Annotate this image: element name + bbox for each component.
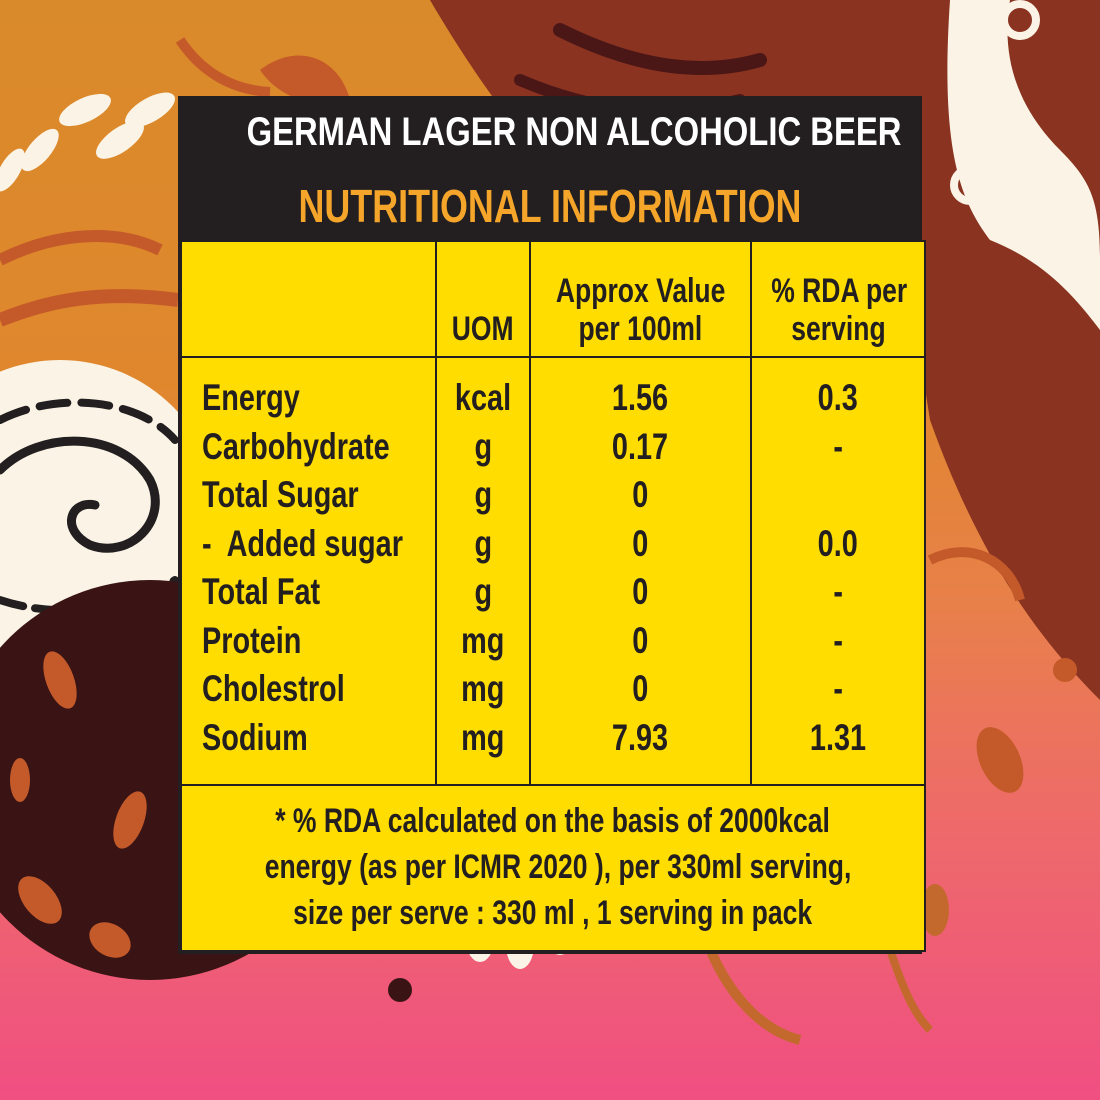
approx-value: 0.17 bbox=[612, 425, 669, 467]
title-block: GERMAN LAGER NON ALCOHOLIC BEER NUTRITIO… bbox=[180, 98, 920, 240]
header-uom: UOM bbox=[435, 240, 531, 358]
nutrient-name: Total Fat bbox=[202, 571, 321, 612]
section-subtitle: NUTRITIONAL INFORMATION bbox=[298, 180, 802, 232]
nutrition-table: UOM Approx Value per 100ml % RDA per ser… bbox=[180, 240, 926, 952]
nutrient-name: Energy bbox=[202, 377, 300, 418]
uom-value: g bbox=[474, 474, 492, 515]
uom-value: mg bbox=[461, 619, 505, 661]
wheat-icon bbox=[0, 92, 175, 192]
uom-value: g bbox=[474, 522, 492, 564]
approx-value: 0 bbox=[632, 522, 649, 564]
uom-value: mg bbox=[461, 668, 505, 709]
table-header-row: UOM Approx Value per 100ml % RDA per ser… bbox=[180, 240, 926, 358]
value-column: 1.56 0.17 0 0 0 0 0 7.93 bbox=[529, 356, 752, 786]
nutrient-name: Cholestrol bbox=[202, 668, 345, 709]
header-rda: % RDA per serving bbox=[750, 240, 926, 358]
nutrient-name: - Added sugar bbox=[202, 522, 403, 564]
approx-value: 0 bbox=[632, 668, 649, 709]
approx-value: 0 bbox=[632, 571, 649, 612]
header-nutrient bbox=[180, 240, 437, 358]
approx-value: 7.93 bbox=[612, 716, 669, 758]
table-body: Energy Carbohydrate Total Sugar - Added … bbox=[180, 356, 926, 786]
rda-column: 0.3 - 0.0 - - - 1.31 bbox=[750, 356, 926, 786]
product-title: GERMAN LAGER NON ALCOHOLIC BEER bbox=[246, 110, 902, 154]
approx-value: 0 bbox=[632, 619, 649, 661]
uom-column: kcal g g g g mg mg mg bbox=[435, 356, 531, 786]
cream-branch-shape bbox=[947, 0, 1100, 330]
uom-value: mg bbox=[461, 716, 505, 758]
approx-value: 1.56 bbox=[612, 377, 669, 418]
nutrient-name: Protein bbox=[202, 619, 302, 661]
header-value: Approx Value per 100ml bbox=[529, 240, 752, 358]
footnote: * % RDA calculated on the basis of 2000k… bbox=[180, 784, 926, 952]
approx-value: 0 bbox=[632, 474, 649, 515]
nutrition-panel: GERMAN LAGER NON ALCOHOLIC BEER NUTRITIO… bbox=[178, 96, 926, 954]
nutrient-name: Total Sugar bbox=[202, 474, 359, 515]
rda-value: - bbox=[833, 571, 843, 612]
rda-value: - bbox=[833, 668, 843, 709]
uom-value: g bbox=[474, 425, 492, 467]
rda-value: - bbox=[833, 619, 843, 661]
uom-value: kcal bbox=[454, 377, 512, 418]
nutrient-names-column: Energy Carbohydrate Total Sugar - Added … bbox=[180, 356, 437, 786]
footnote-row: * % RDA calculated on the basis of 2000k… bbox=[180, 784, 926, 952]
rda-value: - bbox=[833, 425, 843, 467]
uom-value: g bbox=[474, 571, 492, 612]
nutrient-name: Carbohydrate bbox=[202, 425, 390, 467]
nutrient-name: Sodium bbox=[202, 716, 308, 758]
rda-value: 0.0 bbox=[817, 522, 859, 564]
rda-value: 0.3 bbox=[817, 377, 859, 418]
rda-value: 1.31 bbox=[809, 716, 867, 758]
